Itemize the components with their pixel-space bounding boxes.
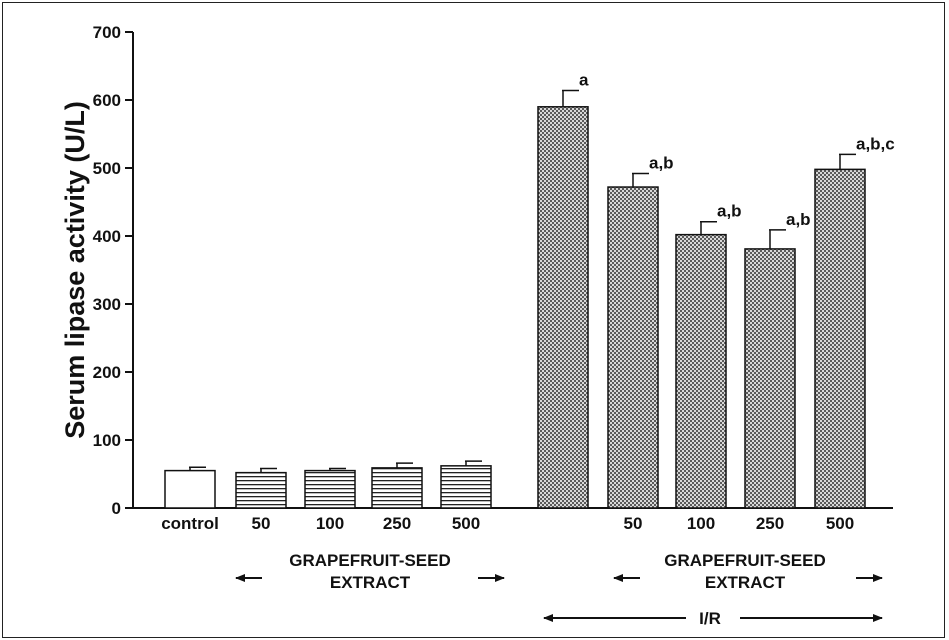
bar xyxy=(607,186,659,509)
group-label: EXTRACT xyxy=(330,573,411,592)
significance-label: a,b xyxy=(649,153,674,172)
y-tick-label: 600 xyxy=(93,91,121,110)
x-tick-label: 50 xyxy=(624,514,643,533)
bar xyxy=(675,233,727,509)
x-tick-label: control xyxy=(161,514,219,533)
y-tick-label: 100 xyxy=(93,431,121,450)
x-tick-label: 100 xyxy=(687,514,715,533)
axes: 0 100 200 300 400 500 600 700 Serum lipase activ… xyxy=(60,23,893,518)
y-tick-label: 700 xyxy=(93,23,121,42)
y-tick-label: 200 xyxy=(93,363,121,382)
x-tick-label: 50 xyxy=(252,514,271,533)
bar xyxy=(164,469,216,509)
x-tick-label: 500 xyxy=(452,514,480,533)
significance-label: a xyxy=(579,70,589,89)
x-tick-label: 250 xyxy=(756,514,784,533)
bar xyxy=(235,471,287,509)
group-label: GRAPEFRUIT-SEED xyxy=(664,551,826,570)
y-tick-label: 400 xyxy=(93,227,121,246)
bar xyxy=(537,106,589,509)
y-axis-title: Serum lipase activity (U/L) xyxy=(60,101,90,439)
y-tick-label: 0 xyxy=(112,499,121,518)
bar xyxy=(744,248,796,509)
group-label: I/R xyxy=(699,609,721,628)
bar xyxy=(440,465,492,509)
y-tick-label: 500 xyxy=(93,159,121,178)
significance-label: a,b xyxy=(786,210,811,229)
group-label: EXTRACT xyxy=(705,573,786,592)
x-tick-label: 500 xyxy=(826,514,854,533)
bar xyxy=(371,467,423,509)
x-tick-label: 100 xyxy=(316,514,344,533)
significance-label: a,b xyxy=(717,202,742,221)
bars: a a,b a,b a,b a,b,c xyxy=(164,70,895,509)
y-tick-label: 300 xyxy=(93,295,121,314)
labels: control 50 100 250 500 50 100 250 500GRAPEFRUIT-… xyxy=(161,514,883,628)
group-label: GRAPEFRUIT-SEED xyxy=(289,551,451,570)
x-tick-label: 250 xyxy=(383,514,411,533)
significance-label: a,b,c xyxy=(856,134,895,153)
bar xyxy=(814,168,866,509)
bar xyxy=(304,469,356,509)
